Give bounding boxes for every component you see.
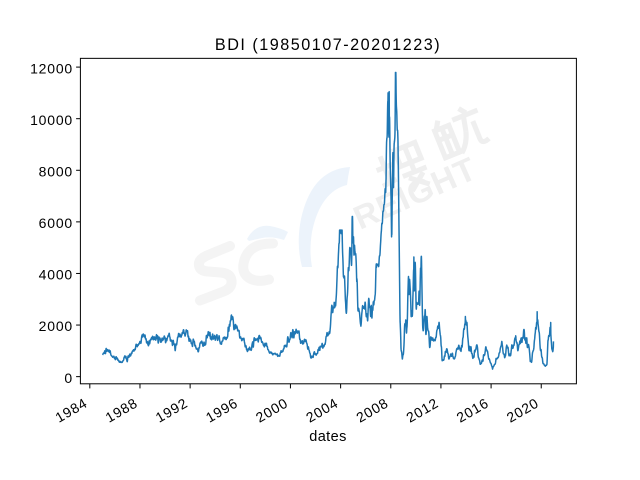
- svg-text:BDI (19850107-20201223): BDI (19850107-20201223): [215, 36, 441, 54]
- svg-text:4000: 4000: [39, 267, 73, 283]
- svg-text:6000: 6000: [39, 215, 73, 231]
- svg-text:10000: 10000: [30, 112, 73, 128]
- svg-text:2000: 2000: [39, 318, 73, 334]
- svg-text:12000: 12000: [30, 60, 73, 76]
- svg-text:8000: 8000: [39, 164, 73, 180]
- svg-text:0: 0: [64, 370, 73, 386]
- svg-text:dates: dates: [309, 429, 346, 445]
